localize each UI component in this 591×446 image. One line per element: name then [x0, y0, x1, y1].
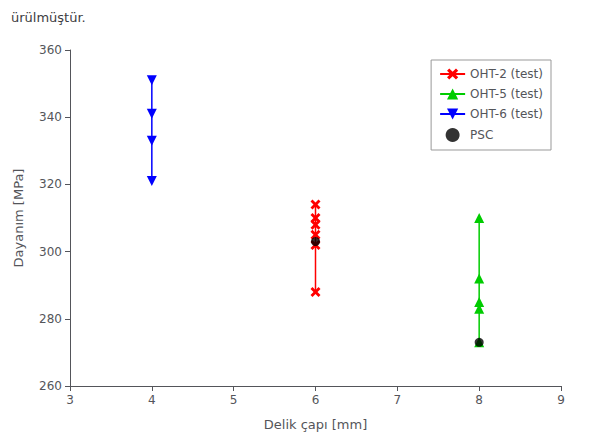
svg-text:5: 5: [230, 393, 238, 407]
svg-text:3: 3: [66, 393, 74, 407]
svg-text:OHT-2 (test): OHT-2 (test): [470, 67, 543, 81]
svg-text:7: 7: [394, 393, 402, 407]
svg-text:340: 340: [39, 110, 62, 124]
svg-text:6: 6: [312, 393, 320, 407]
svg-text:PSC: PSC: [470, 128, 493, 142]
svg-text:Dayanım [MPa]: Dayanım [MPa]: [11, 169, 26, 268]
svg-text:Delik çapı [mm]: Delik çapı [mm]: [264, 417, 367, 432]
svg-text:320: 320: [39, 177, 62, 191]
svg-text:280: 280: [39, 312, 62, 326]
svg-text:8: 8: [475, 393, 483, 407]
svg-text:9: 9: [557, 393, 565, 407]
svg-text:300: 300: [39, 245, 62, 259]
svg-text:OHT-5 (test): OHT-5 (test): [470, 87, 543, 101]
svg-text:4: 4: [148, 393, 156, 407]
svg-text:ürülmüştür.: ürülmüştür.: [11, 10, 86, 25]
svg-text:OHT-6 (test): OHT-6 (test): [470, 107, 543, 121]
svg-text:360: 360: [39, 43, 62, 57]
svg-text:260: 260: [39, 379, 62, 393]
